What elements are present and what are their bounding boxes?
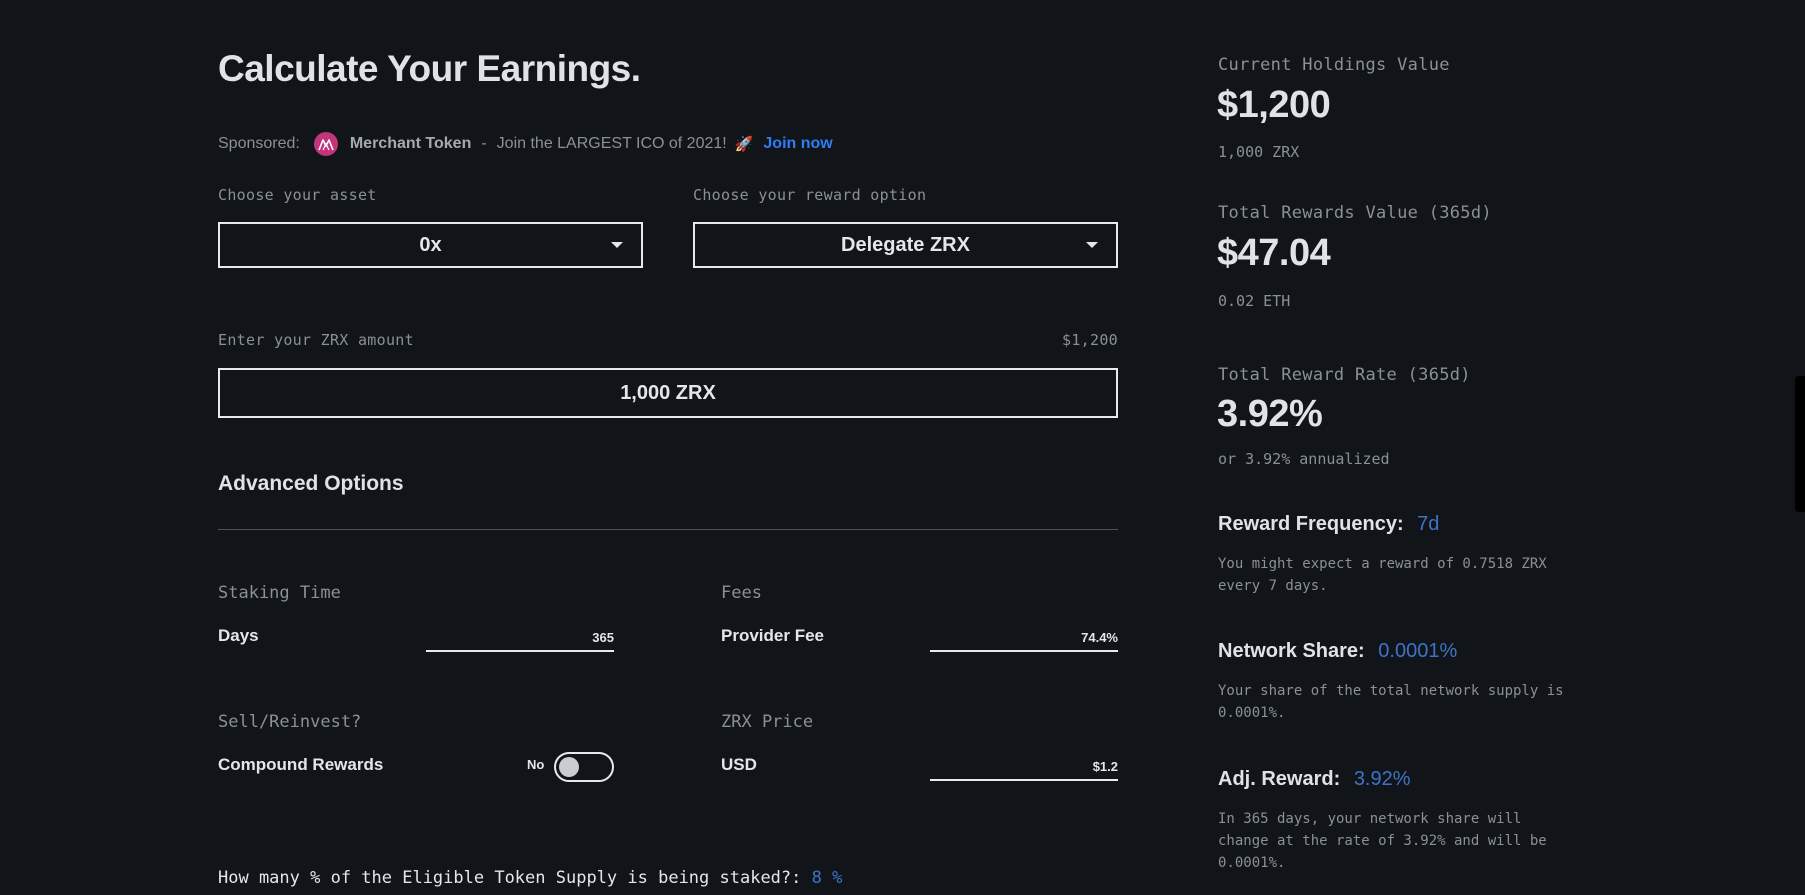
rewards-value: $47.04 <box>1217 232 1331 274</box>
join-now-link[interactable]: Join now <box>763 135 833 152</box>
adj-reward-desc: In 365 days, your network share will cha… <box>1218 811 1547 871</box>
toggle-knob <box>559 757 579 777</box>
asset-select-value: 0x <box>419 233 442 256</box>
holdings-sub: 1,000 ZRX <box>1218 143 1300 161</box>
sell-reinvest-section: Sell/Reinvest? <box>218 712 362 732</box>
rate-label: Total Reward Rate (365d) <box>1218 365 1471 385</box>
fees-section: Fees <box>721 583 762 603</box>
sponsor-banner: Sponsored: Merchant Token - Join the LAR… <box>218 132 833 156</box>
amount-label: Enter your ZRX amount <box>218 331 414 349</box>
reward-option-select[interactable]: Delegate ZRX <box>693 222 1118 268</box>
holdings-value: $1,200 <box>1217 84 1331 126</box>
zrx-amount-input[interactable] <box>218 368 1118 418</box>
chevron-down-icon <box>611 242 623 248</box>
usd-label: USD <box>721 755 757 774</box>
adj-reward: Adj. Reward: 3.92% <box>1218 768 1411 791</box>
reward-frequency: Reward Frequency: 7d <box>1218 513 1439 536</box>
reward-option-select-value: Delegate ZRX <box>841 233 970 256</box>
amount-usd-value: $1,200 <box>1062 331 1118 349</box>
zrx-price-section: ZRX Price <box>721 712 814 732</box>
merchant-token-logo-icon <box>313 132 338 156</box>
zrx-price-input[interactable]: $1.2 <box>930 757 1118 781</box>
rewards-sub: 0.02 ETH <box>1218 292 1291 310</box>
sponsor-prefix: Sponsored: <box>218 135 300 152</box>
sponsor-token-name: Merchant Token <box>349 135 472 152</box>
network-share-label: Network Share: <box>1218 640 1365 662</box>
rate-sub: or 3.92% annualized <box>1218 450 1390 468</box>
page-title: Calculate Your Earnings. <box>218 48 641 89</box>
advanced-options-title[interactable]: Advanced Options <box>218 472 404 495</box>
chevron-down-icon <box>1086 242 1098 248</box>
provider-fee-input[interactable]: 74.4% <box>930 628 1118 652</box>
adj-reward-value: 3.92% <box>1353 768 1411 790</box>
compound-toggle-state: No <box>527 757 545 772</box>
staked-supply-value[interactable]: 8 % <box>811 868 843 888</box>
rate-value: 3.92% <box>1217 393 1323 435</box>
reward-frequency-desc: You might expect a reward of 0.7518 ZRX … <box>1218 556 1547 594</box>
reward-frequency-value: 7d <box>1417 513 1440 535</box>
scrollbar-thumb[interactable] <box>1795 376 1805 512</box>
network-share: Network Share: 0.0001% <box>1218 640 1457 663</box>
asset-label: Choose your asset <box>218 186 377 204</box>
reward-option-label: Choose your reward option <box>693 186 927 204</box>
compound-rewards-label: Compound Rewards <box>218 755 384 774</box>
sponsor-separator: - <box>481 135 487 152</box>
reward-frequency-label: Reward Frequency: <box>1218 513 1404 535</box>
staked-supply-question-text: How many % of the Eligible Token Supply … <box>218 868 802 888</box>
asset-select[interactable]: 0x <box>218 222 643 268</box>
network-share-desc: Your share of the total network supply i… <box>1218 683 1564 721</box>
network-share-value: 0.0001% <box>1378 640 1458 662</box>
rewards-label: Total Rewards Value (365d) <box>1218 203 1492 223</box>
days-input[interactable]: 365 <box>426 628 614 652</box>
sponsor-message: Join the LARGEST ICO of 2021! <box>496 135 727 152</box>
rocket-icon: 🚀 <box>734 136 754 153</box>
holdings-label: Current Holdings Value <box>1218 55 1450 75</box>
adj-reward-label: Adj. Reward: <box>1218 768 1341 790</box>
provider-fee-label: Provider Fee <box>721 626 824 645</box>
advanced-options-divider <box>218 529 1118 530</box>
staked-supply-question: How many % of the Eligible Token Supply … <box>218 868 842 888</box>
compound-rewards-toggle[interactable] <box>554 752 614 782</box>
days-label: Days <box>218 626 259 645</box>
staking-time-section: Staking Time <box>218 583 341 603</box>
